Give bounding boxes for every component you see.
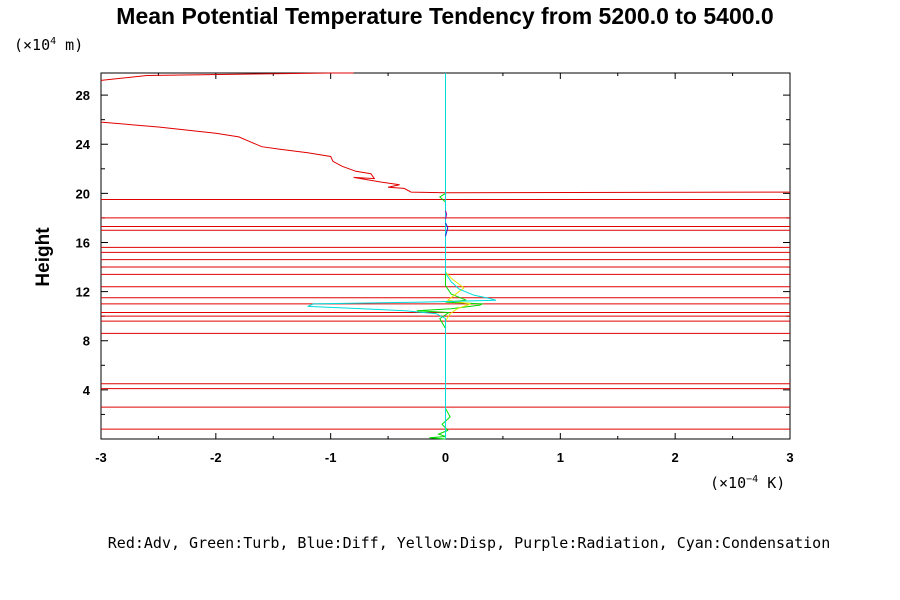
series-adv-line — [100, 72, 354, 81]
series-condensation-line — [307, 73, 497, 439]
series-radiation-line — [445, 210, 448, 220]
y-tick-label: 16 — [76, 235, 90, 250]
series-disp-line — [445, 271, 471, 322]
x-unit-exponent: −4 — [746, 474, 758, 485]
y-tick-label: 8 — [83, 334, 90, 349]
series-adv-line — [100, 121, 791, 194]
x-tick-label: 0 — [442, 450, 449, 465]
y-axis-label: Height — [33, 227, 54, 287]
x-tick-label: -1 — [325, 450, 337, 465]
x-tick-label: -2 — [210, 450, 222, 465]
y-unit-exponent: 4 — [50, 36, 56, 47]
y-tick-label: 24 — [76, 137, 91, 152]
legend-text: Red:Adv, Green:Turb, Blue:Diff, Yellow:D… — [108, 534, 830, 552]
x-tick-label: -3 — [95, 450, 107, 465]
chart-title: Mean Potential Temperature Tendency from… — [116, 3, 773, 29]
y-unit-prefix: (×10 — [14, 36, 50, 54]
x-axis-unit: (×10−4 K) — [710, 474, 785, 492]
x-unit-prefix: (×10 — [710, 474, 746, 492]
x-tick-label: 1 — [557, 450, 564, 465]
y-tick-label: 12 — [76, 285, 90, 300]
y-unit-suffix: m) — [56, 36, 83, 54]
series-turb-line — [416, 192, 485, 440]
x-unit-suffix: K) — [758, 474, 785, 492]
y-axis-unit: (×104 m) — [14, 36, 83, 54]
x-tick-label: 3 — [786, 450, 793, 465]
x-tick-label: 2 — [672, 450, 679, 465]
y-tick-label: 28 — [76, 88, 90, 103]
y-tick-label: 20 — [76, 186, 90, 201]
y-tick-label: 4 — [83, 383, 91, 398]
series-diff-line — [445, 222, 449, 237]
